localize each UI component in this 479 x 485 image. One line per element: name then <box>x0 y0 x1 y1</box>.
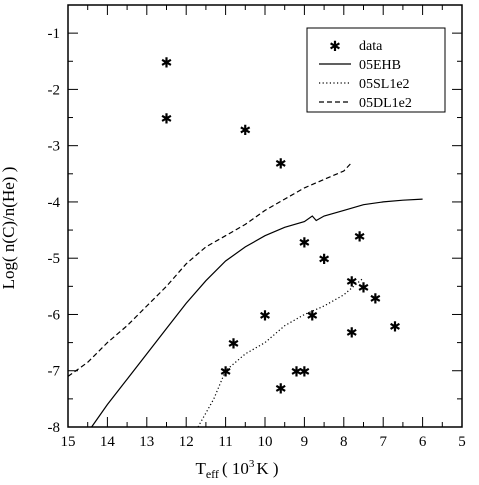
data-point-marker: ✱ <box>389 320 401 336</box>
y-tick-label: -7 <box>48 364 61 380</box>
x-axis-title: Teff( 103 K ) <box>195 458 278 481</box>
x-tick-label: 14 <box>100 434 116 450</box>
legend-entry-label: data <box>359 39 383 54</box>
data-point-marker: ✱ <box>291 365 303 381</box>
data-point-marker: ✱ <box>161 55 173 71</box>
data-point-marker: ✱ <box>318 252 330 268</box>
data-point-marker: ✱ <box>346 325 358 341</box>
x-tick-label: 6 <box>419 434 427 450</box>
x-tick-label: 10 <box>258 434 273 450</box>
x-tick-label: 7 <box>379 434 387 450</box>
series-data-points: ✱✱✱✱✱✱✱✱ ✱✱✱✱✱✱✱✱✱✱✱ <box>161 55 401 397</box>
x-tick-label: 12 <box>179 434 194 450</box>
y-axis-ticks: -8 -7 -6 -5 -4 -3 -2 -1 <box>48 4 462 436</box>
x-axis-title-subscript: eff <box>206 467 219 481</box>
legend: ✱ data 05EHB 05SL1e2 05DL1e2 <box>306 27 446 113</box>
series-layer: ✱✱✱✱✱✱✱✱ ✱✱✱✱✱✱✱✱✱✱✱ <box>67 55 423 428</box>
x-axis-title-unit: K ) <box>256 459 278 478</box>
legend-marker: ✱ <box>329 39 341 55</box>
series-05DL1e2-line <box>67 162 353 377</box>
x-tick-label: 5 <box>458 434 466 450</box>
x-axis-ticks: 15 14 13 12 11 10 9 8 7 6 5 <box>61 5 466 450</box>
data-point-marker: ✱ <box>220 365 232 381</box>
data-point-marker: ✱ <box>306 308 318 324</box>
x-tick-label: 8 <box>340 434 348 450</box>
legend-entry-label: 05DL1e2 <box>359 96 412 111</box>
y-tick-label: -8 <box>48 420 61 436</box>
series-05SL1e2-line <box>197 277 364 428</box>
x-tick-label: 9 <box>301 434 309 450</box>
data-point-marker: ✱ <box>275 382 287 398</box>
data-point-marker: ✱ <box>299 365 311 381</box>
legend-entry-label: 05SL1e2 <box>359 77 410 92</box>
data-point-marker: ✱ <box>299 235 311 251</box>
data-point-marker: ✱ <box>228 337 240 353</box>
x-tick-label: 11 <box>218 434 232 450</box>
data-point-marker: ✱ <box>369 292 381 308</box>
data-point-marker: ✱ <box>259 308 271 324</box>
legend-box <box>306 27 446 113</box>
data-point-marker: ✱ <box>354 230 366 246</box>
data-point-marker: ✱ <box>275 157 287 173</box>
data-point-marker: ✱ <box>161 112 173 128</box>
data-point-marker: ✱ <box>239 123 251 139</box>
y-tick-label: -2 <box>48 82 61 98</box>
y-tick-label: -5 <box>48 251 61 267</box>
x-axis-title-superscript: 3 <box>249 458 255 470</box>
x-axis-title-tail: ( 10 <box>222 459 249 478</box>
y-tick-label: -1 <box>48 26 61 42</box>
x-tick-label: 13 <box>139 434 154 450</box>
legend-entry-label: 05EHB <box>359 58 401 73</box>
y-axis-title: Log( n(C)/n(He) ) <box>0 167 18 290</box>
x-axis-title-main: T <box>195 459 206 478</box>
series-05EHB-line <box>91 198 423 428</box>
data-point-marker: ✱ <box>358 280 370 296</box>
y-tick-label: -4 <box>48 195 61 211</box>
data-point-marker: ✱ <box>346 275 358 291</box>
y-tick-label: -6 <box>48 307 61 323</box>
x-tick-label: 15 <box>61 434 76 450</box>
y-tick-label: -3 <box>48 139 61 155</box>
